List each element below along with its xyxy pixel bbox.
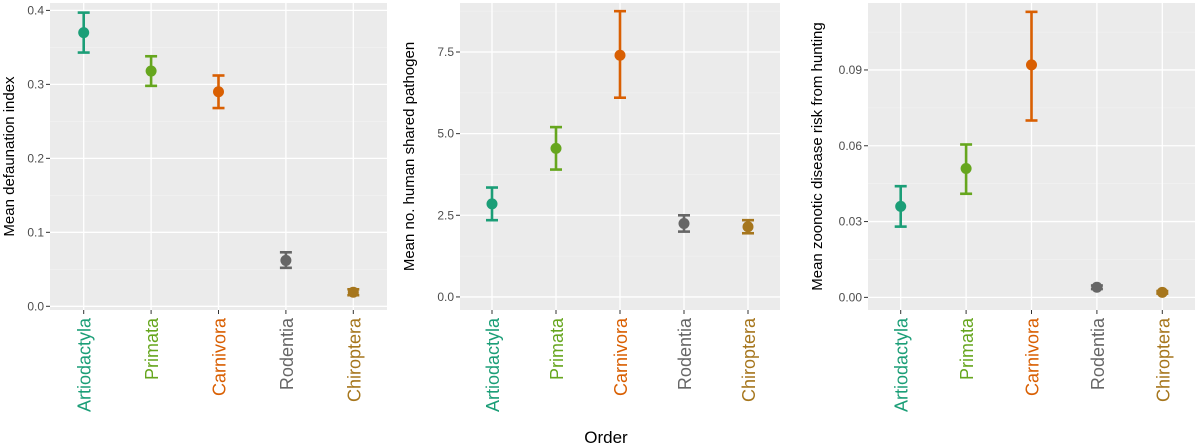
- y-axis-title-defaunation: Mean defaunation index: [1, 76, 18, 237]
- point-carnivora: [213, 86, 224, 98]
- point-rodentia: [280, 254, 292, 266]
- panel-zoonotic-risk: 0.00 0.03 0.06 0.09 Artiodactyla Primata Carni…: [809, 3, 1195, 412]
- y-tick-label: 0.4: [27, 3, 44, 17]
- point-artiodactyla: [78, 27, 90, 39]
- x-tick-label-rodentia: Rodentia: [277, 317, 297, 390]
- x-tick-label-primata: Primata: [547, 317, 567, 380]
- y-tick-label: 7.5: [437, 45, 454, 59]
- y-tick-label: 0.00: [839, 290, 863, 304]
- x-tick-label-chiroptera: Chiroptera: [1153, 317, 1173, 402]
- point-artiodactyla: [486, 198, 498, 210]
- point-carnivora: [614, 49, 626, 61]
- point-artiodactyla: [895, 200, 907, 212]
- x-tick-label-primata: Primata: [142, 317, 162, 380]
- y-tick-label: 0.0: [437, 290, 454, 304]
- y-tick-label: 5.0: [437, 127, 454, 141]
- x-tick-label-artiodactyla: Artiodactyla: [75, 317, 95, 412]
- panel-defaunation: 0.0 0.1 0.2 0.3 0.4 Artiodactyla Primata Carniv…: [1, 3, 387, 412]
- y-tick-label: 0.09: [839, 63, 863, 77]
- x-tick-label-carnivora: Carnivora: [210, 317, 230, 396]
- x-tick-label-chiroptera: Chiroptera: [739, 317, 759, 402]
- point-primata: [960, 163, 972, 175]
- y-tick-label: 0.0: [27, 299, 44, 313]
- y-tick-label: 0.2: [27, 151, 44, 165]
- x-tick-label-rodentia: Rodentia: [675, 317, 695, 390]
- x-tick-label-primata: Primata: [957, 317, 977, 380]
- y-tick-label: 2.5: [437, 208, 454, 222]
- point-rodentia: [678, 217, 690, 229]
- x-tick-label-chiroptera: Chiroptera: [344, 317, 364, 402]
- point-primata: [145, 65, 157, 77]
- panel-shared-pathogen: 0.0 2.5 5.0 7.5 Artiodactyla Primata Carnivora…: [401, 3, 780, 412]
- x-tick-label-carnivora: Carnivora: [611, 317, 631, 396]
- x-tick-label-rodentia: Rodentia: [1088, 317, 1108, 390]
- x-tick-label-artiodactyla: Artiodactyla: [892, 317, 912, 412]
- y-tick-label: 0.03: [839, 215, 863, 229]
- y-tick-label: 0.1: [27, 225, 44, 239]
- x-axis-title: Order: [584, 428, 628, 447]
- point-rodentia: [1091, 281, 1103, 293]
- y-tick-label: 0.3: [27, 77, 44, 91]
- point-chiroptera: [742, 221, 754, 233]
- y-tick-label: 0.06: [839, 139, 863, 153]
- point-chiroptera: [1156, 286, 1168, 298]
- point-carnivora: [1026, 59, 1037, 71]
- x-tick-label-carnivora: Carnivora: [1023, 317, 1043, 396]
- x-tick-label-artiodactyla: Artiodactyla: [483, 317, 503, 412]
- y-axis-title-shared-pathogen: Mean no. human shared pathogen: [401, 42, 418, 271]
- point-chiroptera: [347, 286, 359, 298]
- point-primata: [550, 142, 562, 154]
- y-axis-title-zoonotic-risk: Mean zoonotic disease risk from hunting: [809, 22, 826, 290]
